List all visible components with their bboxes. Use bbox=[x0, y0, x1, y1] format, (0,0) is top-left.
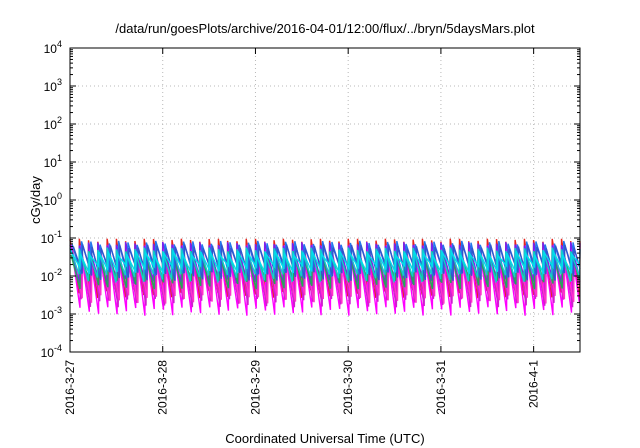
x-axis-label: Coordinated Universal Time (UTC) bbox=[225, 431, 424, 446]
x-axis: 2016-3-27 2016-3-28 2016-3-29 2016-3-30 2016… bbox=[63, 48, 541, 415]
y-tick-label: 104 bbox=[44, 39, 62, 56]
y-tick-label: 102 bbox=[44, 115, 62, 132]
x-tick-label: 2016-3-27 bbox=[63, 360, 77, 415]
x-tick-label: 2016-3-29 bbox=[248, 360, 262, 415]
y-axis: 10-4 10-3 10-2 10-1 100 101 102 103 104 bbox=[41, 39, 580, 360]
y-tick-label: 100 bbox=[44, 191, 62, 208]
chart-title: /data/run/goesPlots/archive/2016-04-01/1… bbox=[115, 21, 535, 36]
y-tick-label: 10-2 bbox=[41, 267, 62, 284]
x-tick-label: 2016-3-30 bbox=[341, 360, 355, 415]
grid bbox=[69, 47, 580, 353]
y-tick-label: 10-3 bbox=[41, 305, 62, 322]
series-group bbox=[69, 238, 581, 316]
x-tick-label: 2016-3-28 bbox=[156, 360, 170, 415]
y-axis-label: cGy/day bbox=[28, 176, 43, 224]
series-line bbox=[72, 244, 581, 281]
y-tick-label: 103 bbox=[44, 77, 62, 94]
y-tick-label: 10-4 bbox=[41, 343, 62, 360]
series-line bbox=[70, 248, 580, 275]
y-tick-label: 10-1 bbox=[41, 229, 62, 246]
x-tick-label: 2016-3-31 bbox=[434, 360, 448, 415]
x-tick-label: 2016-4-1 bbox=[527, 360, 541, 408]
y-tick-label: 101 bbox=[44, 153, 62, 170]
